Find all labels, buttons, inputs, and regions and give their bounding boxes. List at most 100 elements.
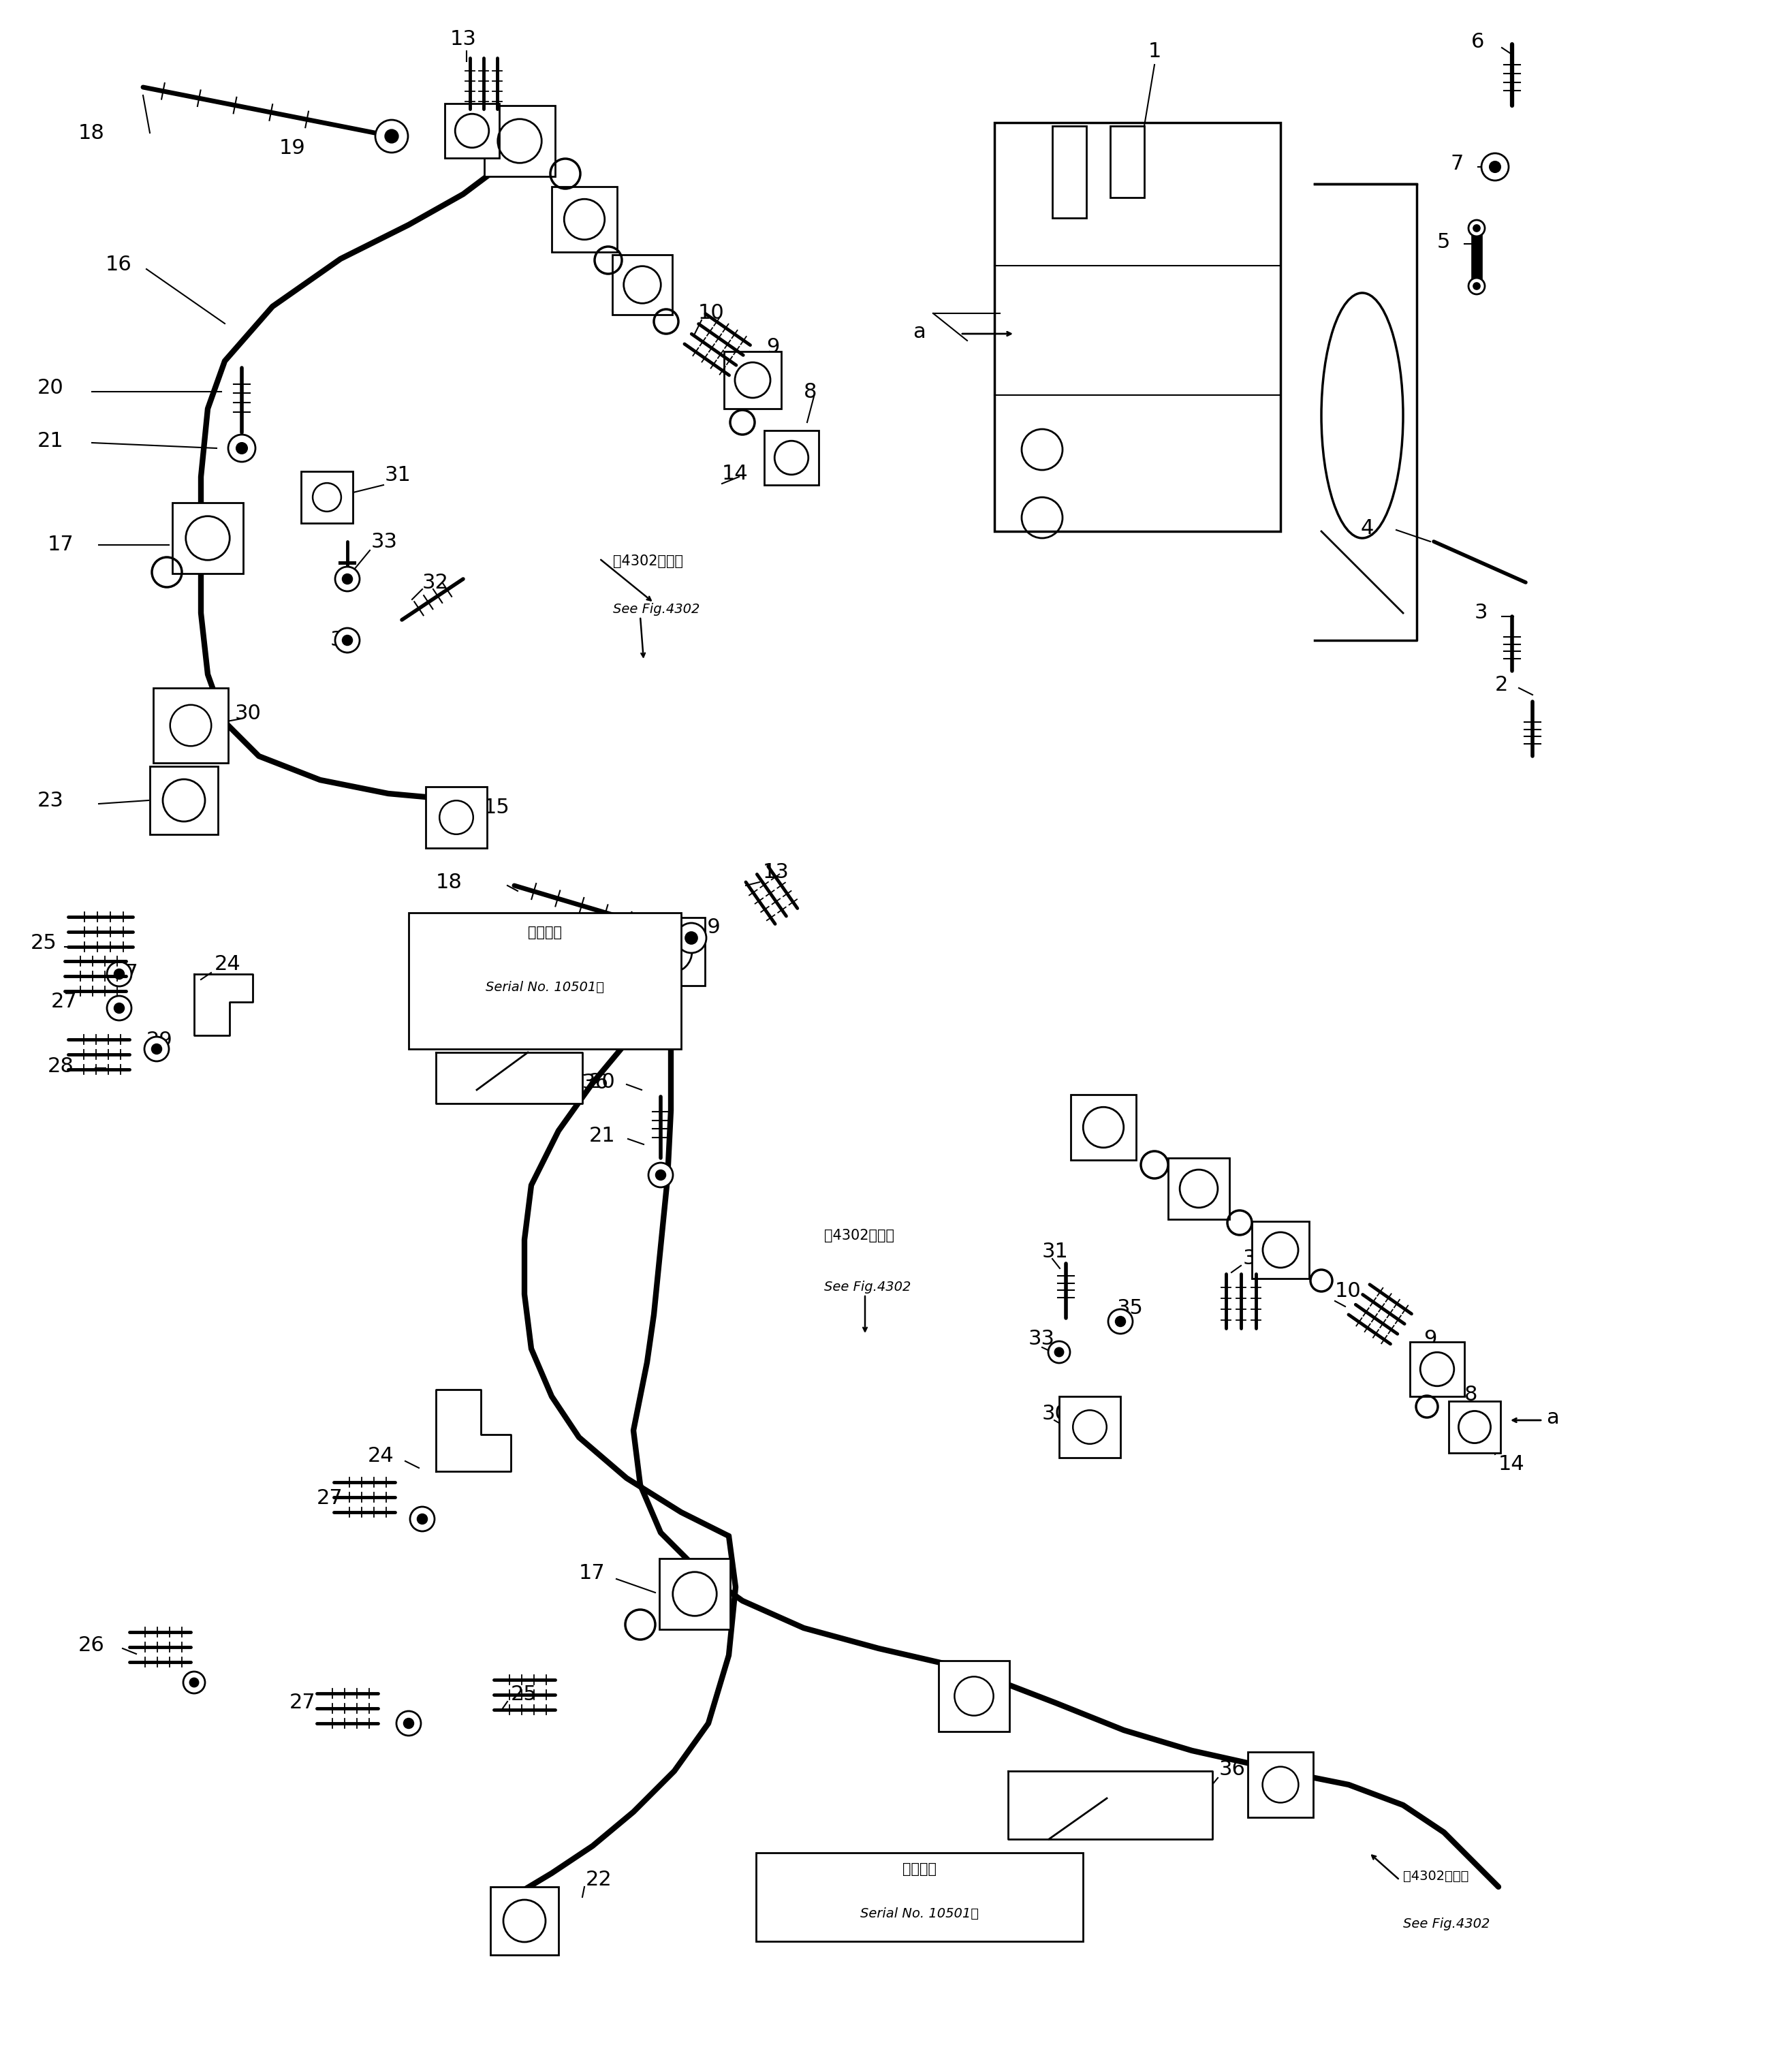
Text: 5: 5 <box>1437 232 1450 252</box>
Circle shape <box>237 443 247 453</box>
Circle shape <box>108 997 131 1021</box>
Text: 2: 2 <box>1495 675 1509 695</box>
Circle shape <box>1116 1317 1125 1327</box>
Bar <box>484 105 556 176</box>
Text: 26: 26 <box>79 1635 104 1655</box>
Text: 12: 12 <box>1274 1231 1299 1249</box>
Text: 第4302図参照: 第4302図参照 <box>824 1229 894 1243</box>
Text: 36: 36 <box>582 1073 609 1093</box>
Text: 13: 13 <box>763 861 788 882</box>
Bar <box>995 123 1281 531</box>
Circle shape <box>1468 219 1486 236</box>
Circle shape <box>439 800 473 835</box>
Circle shape <box>228 435 256 461</box>
Bar <box>1253 1220 1310 1278</box>
Text: 19: 19 <box>280 139 306 158</box>
Text: 21: 21 <box>38 431 65 451</box>
Text: 21: 21 <box>590 1126 616 1147</box>
Bar <box>154 687 228 763</box>
Text: 33: 33 <box>371 531 398 552</box>
Circle shape <box>649 1163 674 1188</box>
Circle shape <box>108 962 131 987</box>
Text: 3: 3 <box>1475 603 1487 624</box>
Text: 24: 24 <box>215 954 240 974</box>
Text: 31: 31 <box>385 466 412 486</box>
Text: 33: 33 <box>330 630 357 650</box>
Bar <box>1052 125 1086 217</box>
Circle shape <box>1468 279 1486 293</box>
Text: 32: 32 <box>423 572 448 593</box>
Text: 25: 25 <box>30 933 57 954</box>
Bar <box>763 431 819 484</box>
Text: 34: 34 <box>1244 1249 1269 1270</box>
Circle shape <box>1073 1411 1107 1444</box>
Text: 12: 12 <box>633 256 659 275</box>
Circle shape <box>152 1044 161 1054</box>
Circle shape <box>656 1171 665 1179</box>
Text: 10: 10 <box>699 304 724 324</box>
Bar <box>1070 1095 1136 1161</box>
Text: 適用号機: 適用号機 <box>529 925 563 939</box>
Text: 28: 28 <box>48 1056 73 1077</box>
Circle shape <box>418 1514 426 1524</box>
Text: 14: 14 <box>722 464 749 484</box>
Bar <box>939 1661 1009 1731</box>
Circle shape <box>335 566 360 591</box>
Bar <box>426 788 487 847</box>
Circle shape <box>1489 162 1500 172</box>
Bar <box>301 472 353 523</box>
Polygon shape <box>435 1391 511 1471</box>
Text: 18: 18 <box>79 123 104 144</box>
Text: 14: 14 <box>1498 1454 1525 1475</box>
Bar <box>1111 125 1145 197</box>
Circle shape <box>955 1676 993 1715</box>
Text: 10: 10 <box>1335 1282 1362 1300</box>
Circle shape <box>115 970 124 978</box>
Bar <box>409 913 681 1048</box>
Polygon shape <box>194 974 253 1036</box>
Text: Serial No. 10501～: Serial No. 10501～ <box>860 1907 978 1920</box>
Text: 16: 16 <box>106 254 133 275</box>
Text: 11: 11 <box>1185 1169 1211 1188</box>
Text: 30: 30 <box>235 703 262 724</box>
Text: See Fig.4302: See Fig.4302 <box>613 603 699 615</box>
Circle shape <box>170 706 211 747</box>
Circle shape <box>396 1711 421 1735</box>
Text: Serial No. 10501～: Serial No. 10501～ <box>486 980 604 995</box>
Text: 35: 35 <box>1116 1298 1143 1317</box>
Text: 30: 30 <box>1043 1403 1068 1423</box>
Circle shape <box>1107 1309 1133 1333</box>
Text: 27: 27 <box>290 1692 315 1713</box>
Text: 20: 20 <box>38 377 65 398</box>
Circle shape <box>676 923 706 954</box>
Circle shape <box>145 1036 168 1060</box>
Polygon shape <box>1009 1772 1213 1840</box>
Bar <box>756 1852 1082 1942</box>
Circle shape <box>385 129 398 144</box>
Text: 9: 9 <box>767 338 780 357</box>
Text: 13: 13 <box>450 29 477 49</box>
Bar <box>491 1887 559 1955</box>
Text: a: a <box>1546 1409 1559 1427</box>
Circle shape <box>183 1672 204 1694</box>
Bar <box>172 502 244 574</box>
Polygon shape <box>435 1052 582 1103</box>
Circle shape <box>1473 226 1480 232</box>
Bar <box>1059 1397 1120 1458</box>
Text: 第4302図参照: 第4302図参照 <box>613 554 683 568</box>
Circle shape <box>312 484 340 511</box>
Bar <box>444 103 500 158</box>
Circle shape <box>1473 283 1480 289</box>
Text: 18: 18 <box>435 872 462 892</box>
Circle shape <box>685 931 697 943</box>
Text: 第4302図参照: 第4302図参照 <box>1403 1871 1469 1883</box>
Circle shape <box>342 574 353 585</box>
Text: 8: 8 <box>803 381 817 402</box>
Bar <box>1410 1341 1464 1397</box>
Text: 11: 11 <box>568 191 595 211</box>
Text: 25: 25 <box>511 1684 538 1704</box>
Text: 15: 15 <box>1253 1766 1279 1786</box>
Circle shape <box>1482 154 1509 180</box>
Bar <box>659 1559 729 1628</box>
Bar <box>1448 1401 1500 1452</box>
